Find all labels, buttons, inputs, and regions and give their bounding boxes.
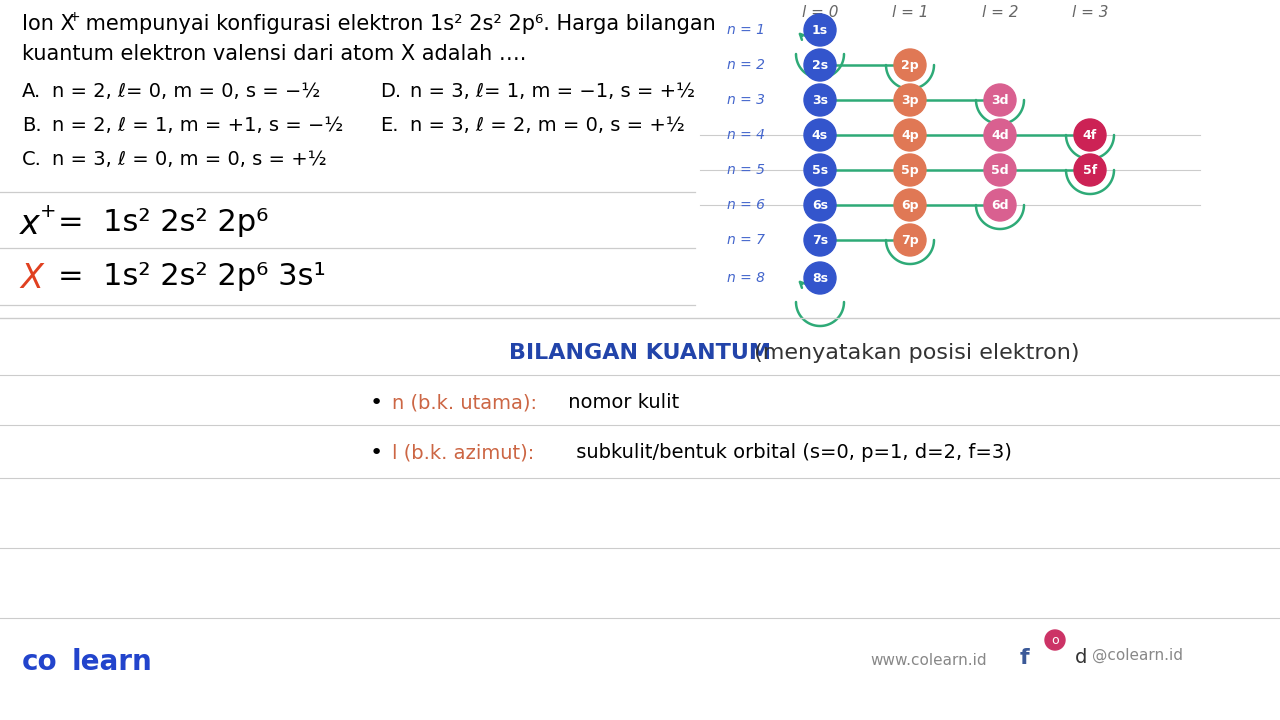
Text: n = 1: n = 1	[727, 23, 765, 37]
Circle shape	[984, 154, 1016, 186]
Text: x: x	[20, 208, 40, 241]
Circle shape	[804, 224, 836, 256]
Circle shape	[1044, 630, 1065, 650]
Text: 3s: 3s	[812, 94, 828, 107]
Text: 5d: 5d	[991, 163, 1009, 176]
Text: 5s: 5s	[812, 163, 828, 176]
Text: kuantum elektron valensi dari atom X adalah ….: kuantum elektron valensi dari atom X ada…	[22, 44, 526, 64]
Text: nomor kulit: nomor kulit	[562, 393, 680, 412]
Text: 6p: 6p	[901, 199, 919, 212]
Circle shape	[804, 84, 836, 116]
Text: www.colearn.id: www.colearn.id	[870, 653, 987, 668]
Circle shape	[804, 154, 836, 186]
Text: 3p: 3p	[901, 94, 919, 107]
Text: 5f: 5f	[1083, 163, 1097, 176]
Text: 6d: 6d	[991, 199, 1009, 212]
Text: 1s: 1s	[812, 24, 828, 37]
Text: learn: learn	[72, 648, 152, 676]
Text: l = 2: l = 2	[982, 5, 1019, 20]
Text: E.: E.	[380, 116, 398, 135]
Text: •: •	[370, 393, 383, 413]
Text: o: o	[1051, 634, 1059, 647]
Text: C.: C.	[22, 150, 42, 169]
Text: 3d: 3d	[991, 94, 1009, 107]
Text: +: +	[40, 202, 56, 221]
Circle shape	[1074, 119, 1106, 151]
Text: n = 5: n = 5	[727, 163, 765, 177]
Text: 5p: 5p	[901, 163, 919, 176]
Text: Ion X: Ion X	[22, 14, 74, 34]
Text: n = 8: n = 8	[727, 271, 765, 285]
Text: +: +	[69, 10, 81, 24]
Text: l = 0: l = 0	[801, 5, 838, 20]
Text: 2s: 2s	[812, 58, 828, 71]
Text: l = 3: l = 3	[1071, 5, 1108, 20]
Text: n = 2, ℓ = 1, m = +1, s = −½: n = 2, ℓ = 1, m = +1, s = −½	[52, 116, 343, 135]
Text: n = 3, ℓ= 1, m = −1, s = +½: n = 3, ℓ= 1, m = −1, s = +½	[410, 82, 695, 101]
Text: 4p: 4p	[901, 128, 919, 142]
Circle shape	[893, 224, 925, 256]
Text: d: d	[1075, 648, 1088, 667]
Text: 4s: 4s	[812, 128, 828, 142]
Text: n = 2, ℓ= 0, m = 0, s = −½: n = 2, ℓ= 0, m = 0, s = −½	[52, 82, 320, 101]
Text: n = 6: n = 6	[727, 198, 765, 212]
Text: (menyatakan posisi elektron): (menyatakan posisi elektron)	[748, 343, 1079, 363]
Text: n = 3, ℓ = 2, m = 0, s = +½: n = 3, ℓ = 2, m = 0, s = +½	[410, 116, 685, 135]
Circle shape	[893, 154, 925, 186]
Circle shape	[804, 262, 836, 294]
Text: X: X	[20, 262, 42, 295]
Text: 2p: 2p	[901, 58, 919, 71]
Circle shape	[984, 189, 1016, 221]
Text: 7p: 7p	[901, 233, 919, 246]
Text: l (b.k. azimut):: l (b.k. azimut):	[392, 443, 534, 462]
Text: A.: A.	[22, 82, 41, 101]
Text: l = 1: l = 1	[892, 5, 928, 20]
Text: n = 3: n = 3	[727, 93, 765, 107]
Circle shape	[893, 189, 925, 221]
Text: 8s: 8s	[812, 271, 828, 284]
Text: n = 4: n = 4	[727, 128, 765, 142]
Text: f: f	[1020, 648, 1029, 668]
Text: 6s: 6s	[812, 199, 828, 212]
Text: B.: B.	[22, 116, 42, 135]
Circle shape	[804, 14, 836, 46]
Circle shape	[804, 49, 836, 81]
Text: mempunyai konfigurasi elektron 1s² 2s² 2p⁶. Harga bilangan: mempunyai konfigurasi elektron 1s² 2s² 2…	[79, 14, 716, 34]
Text: •: •	[370, 443, 383, 463]
Circle shape	[804, 119, 836, 151]
Text: n = 2: n = 2	[727, 58, 765, 72]
Circle shape	[1074, 154, 1106, 186]
Text: 7s: 7s	[812, 233, 828, 246]
Text: @colearn.id: @colearn.id	[1092, 648, 1183, 663]
Text: =  1s² 2s² 2p⁶ 3s¹: = 1s² 2s² 2p⁶ 3s¹	[58, 262, 325, 291]
Text: subkulit/bentuk orbital (s=0, p=1, d=2, f=3): subkulit/bentuk orbital (s=0, p=1, d=2, …	[570, 443, 1012, 462]
Text: n = 7: n = 7	[727, 233, 765, 247]
Text: 4f: 4f	[1083, 128, 1097, 142]
Text: D.: D.	[380, 82, 401, 101]
Circle shape	[984, 84, 1016, 116]
Text: 4d: 4d	[991, 128, 1009, 142]
Circle shape	[804, 189, 836, 221]
Circle shape	[984, 119, 1016, 151]
Text: co: co	[22, 648, 58, 676]
Text: n (b.k. utama):: n (b.k. utama):	[392, 393, 538, 412]
Text: BILANGAN KUANTUM: BILANGAN KUANTUM	[509, 343, 771, 363]
Circle shape	[893, 49, 925, 81]
Text: n = 3, ℓ = 0, m = 0, s = +½: n = 3, ℓ = 0, m = 0, s = +½	[52, 150, 326, 169]
Circle shape	[893, 84, 925, 116]
Text: =  1s² 2s² 2p⁶: = 1s² 2s² 2p⁶	[58, 208, 269, 237]
Circle shape	[893, 119, 925, 151]
